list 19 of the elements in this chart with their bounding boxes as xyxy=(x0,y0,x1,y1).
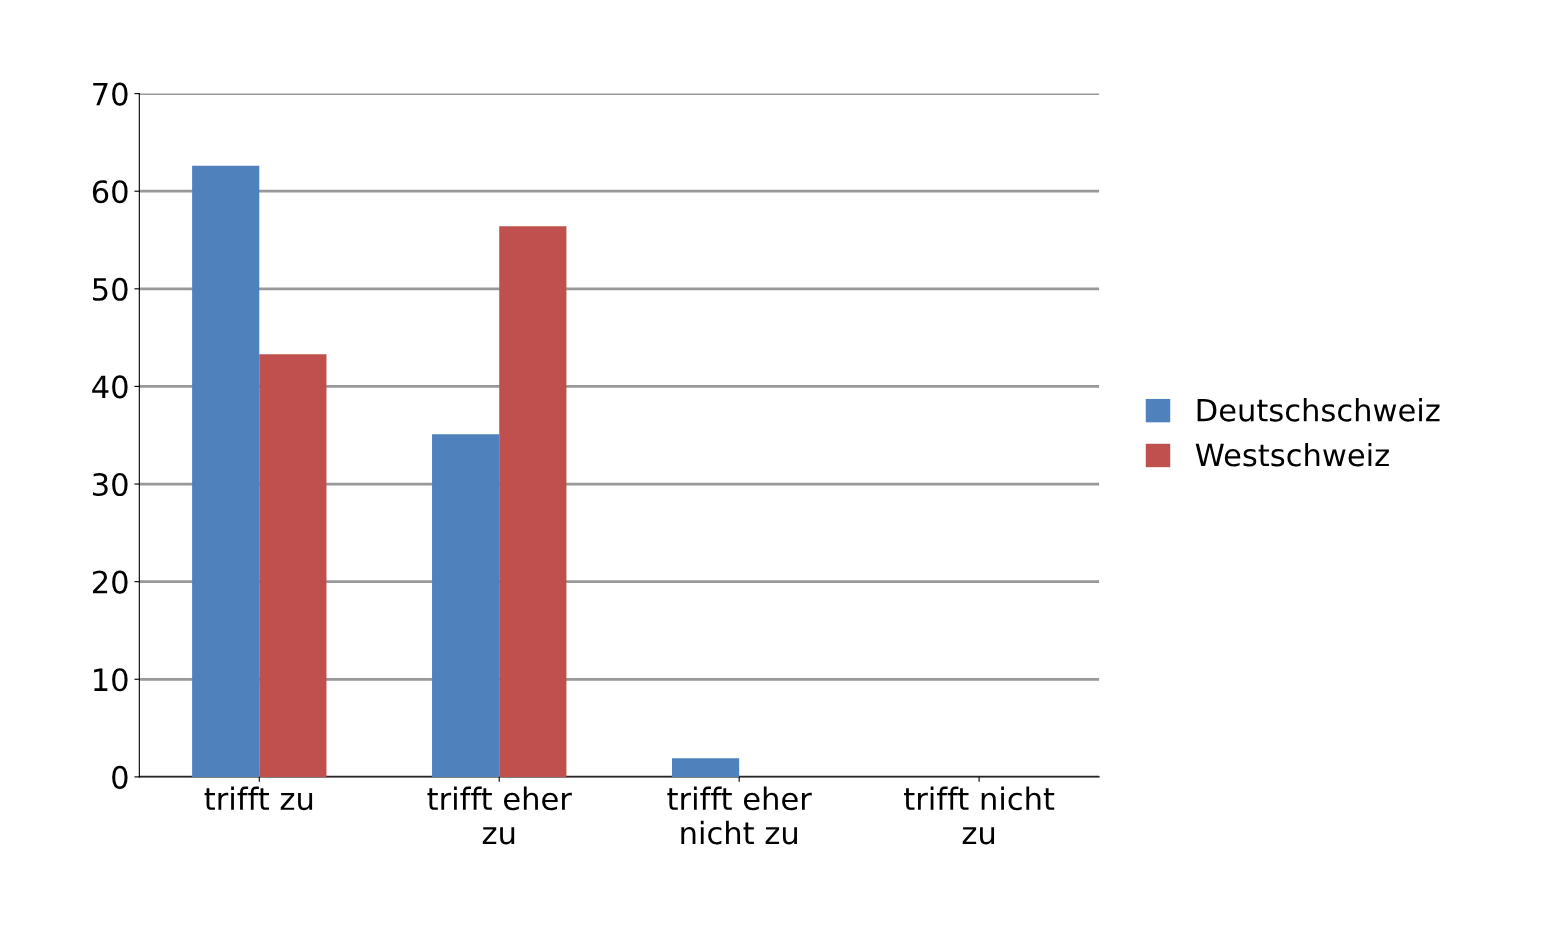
y-tick-label: 40 xyxy=(92,375,128,399)
legend-label: Westschweiz xyxy=(1195,442,1389,467)
bar xyxy=(259,354,327,777)
bar xyxy=(432,434,500,777)
y-tick-label: 50 xyxy=(93,277,128,301)
bar xyxy=(192,165,260,777)
x-tick-label: trifft eher zu xyxy=(427,786,572,845)
y-tick-label: 0 xyxy=(112,765,128,789)
y-tick-label: 70 xyxy=(93,82,128,106)
bar xyxy=(499,226,567,777)
x-tick-label: trifft zu xyxy=(204,786,313,811)
y-tick-label: 10 xyxy=(94,668,128,692)
legend-label: Deutschschweiz xyxy=(1197,398,1440,422)
y-tick-label: 60 xyxy=(92,180,128,204)
x-tick-label: trifft nicht zu xyxy=(904,786,1055,845)
x-tick-label: trifft eher nicht zu xyxy=(667,786,812,845)
bar xyxy=(671,758,740,777)
y-tick-label: 30 xyxy=(93,472,128,497)
y-tick-label: 20 xyxy=(92,570,128,594)
